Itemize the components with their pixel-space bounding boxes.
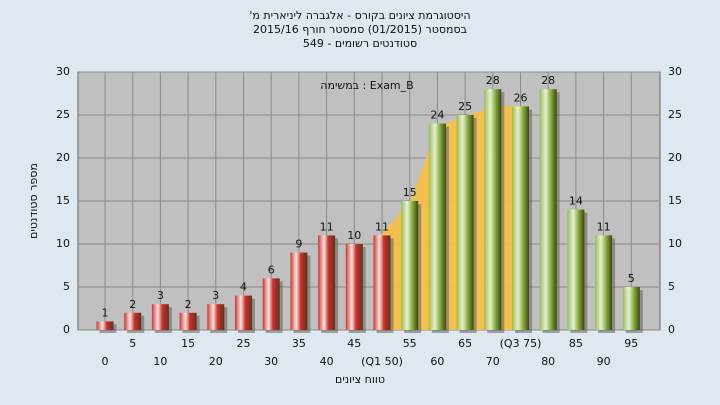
bar bbox=[401, 201, 419, 330]
y2-tick-label: 20 bbox=[668, 151, 682, 164]
y-tick-label: 20 bbox=[56, 151, 70, 164]
value-label: 15 bbox=[403, 186, 417, 199]
y2-tick-label: 15 bbox=[668, 194, 682, 207]
bar bbox=[179, 312, 197, 330]
value-label: 14 bbox=[569, 195, 583, 208]
value-label: 4 bbox=[240, 281, 247, 294]
value-label: 3 bbox=[157, 289, 164, 302]
value-label: 11 bbox=[597, 220, 611, 233]
x-tick-label: 15 bbox=[181, 337, 195, 350]
value-label: 28 bbox=[486, 74, 500, 87]
value-label: 1 bbox=[102, 306, 109, 319]
y-tick-label: 10 bbox=[56, 237, 70, 250]
bar bbox=[373, 235, 391, 330]
x-tick-label: 55 bbox=[403, 337, 417, 350]
x-tick-label: 90 bbox=[597, 355, 611, 368]
x-tick-label: 5 bbox=[129, 337, 136, 350]
value-label: 24 bbox=[430, 109, 444, 122]
bar bbox=[622, 287, 640, 330]
bar bbox=[124, 312, 142, 330]
value-label: 5 bbox=[628, 272, 635, 285]
bar bbox=[96, 321, 114, 330]
x-tick-label: 45 bbox=[347, 337, 361, 350]
x-tick-label: 20 bbox=[209, 355, 223, 368]
value-label: 9 bbox=[295, 238, 302, 251]
y2-tick-label: 30 bbox=[668, 65, 682, 78]
x-tick-label: 10 bbox=[153, 355, 167, 368]
y-axis-label: מספר סטודנטים bbox=[27, 163, 40, 239]
x-tick-label: 80 bbox=[541, 355, 555, 368]
bar bbox=[428, 123, 446, 330]
y2-tick-label: 25 bbox=[668, 108, 682, 121]
bar bbox=[290, 252, 308, 330]
bar bbox=[567, 209, 585, 330]
value-label: 26 bbox=[514, 91, 528, 104]
x-tick-label: 70 bbox=[486, 355, 500, 368]
subtitle: בסמסטר (01/2015) סמסטר חורף 2015/16 bbox=[253, 23, 467, 36]
x-tick-label: 40 bbox=[320, 355, 334, 368]
bar bbox=[262, 278, 280, 330]
x-tick-label: 60 bbox=[430, 355, 444, 368]
y-tick-label: 15 bbox=[56, 194, 70, 207]
value-label: 10 bbox=[347, 229, 361, 242]
y2-tick-label: 10 bbox=[668, 237, 682, 250]
x-axis-label: טווח ציונים bbox=[335, 373, 385, 386]
x-tick-label: (Q3 75) bbox=[500, 337, 542, 350]
bar bbox=[345, 244, 363, 330]
value-label: 28 bbox=[541, 74, 555, 87]
value-label: 2 bbox=[129, 298, 136, 311]
bar bbox=[484, 89, 502, 330]
y-tick-label: 30 bbox=[56, 65, 70, 78]
bar bbox=[595, 235, 613, 330]
bar bbox=[318, 235, 336, 330]
value-label: 2 bbox=[185, 298, 192, 311]
bar bbox=[539, 89, 557, 330]
x-tick-label: (Q1 50) bbox=[361, 355, 403, 368]
annotation: במשימה : Exam_B bbox=[320, 79, 413, 92]
y-tick-label: 25 bbox=[56, 108, 70, 121]
x-tick-label: 35 bbox=[292, 337, 306, 350]
y2-tick-label: 5 bbox=[668, 280, 675, 293]
x-tick-label: 30 bbox=[264, 355, 278, 368]
bar bbox=[456, 115, 474, 330]
x-tick-label: 95 bbox=[624, 337, 638, 350]
x-tick-label: 65 bbox=[458, 337, 472, 350]
bar bbox=[235, 295, 252, 330]
bar bbox=[151, 304, 169, 330]
y-tick-label: 0 bbox=[63, 323, 70, 336]
title: היסטוגרמת ציונים בקורס - אלגברה ליניארית… bbox=[249, 9, 470, 22]
bar bbox=[207, 304, 225, 330]
y2-tick-label: 0 bbox=[668, 323, 675, 336]
value-label: 25 bbox=[458, 100, 472, 113]
bar bbox=[512, 106, 529, 331]
x-tick-label: 85 bbox=[569, 337, 583, 350]
subtitle: סטודנטים רשומים - 549 bbox=[303, 37, 417, 50]
value-label: 11 bbox=[375, 220, 389, 233]
value-label: 11 bbox=[320, 220, 334, 233]
y-tick-label: 5 bbox=[63, 280, 70, 293]
x-tick-label: 0 bbox=[102, 355, 109, 368]
x-tick-label: 25 bbox=[237, 337, 251, 350]
value-label: 3 bbox=[212, 289, 219, 302]
value-label: 6 bbox=[268, 263, 275, 276]
